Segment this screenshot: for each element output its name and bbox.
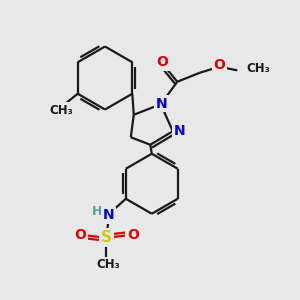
Text: CH₃: CH₃ [49, 104, 73, 117]
Text: CH₃: CH₃ [96, 258, 120, 271]
Text: N: N [174, 124, 185, 138]
Text: S: S [101, 230, 112, 245]
Text: O: O [156, 55, 168, 69]
Text: O: O [74, 228, 86, 242]
Text: CH₃: CH₃ [246, 62, 270, 75]
Text: H: H [92, 205, 102, 218]
Text: N: N [156, 97, 167, 111]
Text: O: O [213, 58, 225, 72]
Text: N: N [103, 208, 115, 222]
Text: O: O [127, 228, 139, 242]
